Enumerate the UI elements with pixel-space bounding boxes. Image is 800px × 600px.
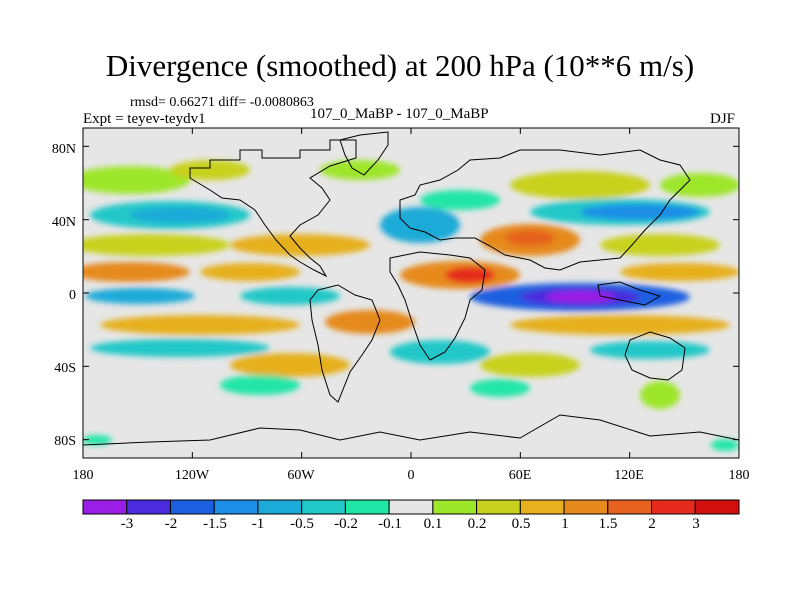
coastline-greenland — [339, 131, 389, 176]
field-blob — [325, 310, 415, 334]
x-tick-180e: 180 — [728, 468, 750, 483]
y-tick-40n: 40N — [51, 215, 76, 230]
coastlines — [83, 131, 739, 446]
comparison-label: 107_0_MaBP - 107_0_MaBP — [310, 106, 489, 122]
field-blob — [83, 166, 190, 194]
x-tick-180w: 180 — [72, 468, 94, 483]
coastline-eurasia — [399, 149, 691, 271]
y-tick-80s: 80S — [54, 434, 76, 449]
field-blob — [590, 341, 710, 359]
field-blob — [660, 173, 739, 197]
field-blob — [470, 379, 530, 397]
colorbar-swatch — [213, 499, 259, 515]
experiment-label: Expt = teyev-teydv1 — [83, 111, 206, 127]
coastline-australia — [624, 331, 686, 381]
colorbar-swatch — [82, 499, 128, 515]
field-blob — [230, 353, 350, 377]
colorbar-label: -0.2 — [334, 516, 358, 532]
colorbar-swatch — [651, 499, 696, 515]
divergence-field — [83, 160, 739, 451]
colorbar-label: 0.2 — [467, 516, 487, 532]
plot-title: Divergence (smoothed) at 200 hPa (10**6 … — [105, 48, 695, 83]
field-blob — [220, 375, 300, 395]
field-blob — [100, 315, 300, 335]
colorbar-label: -3 — [120, 516, 134, 532]
colorbar-swatch — [169, 499, 215, 515]
x-tick-0: 0 — [407, 468, 415, 483]
colorbar-swatch — [257, 499, 303, 515]
colorbar-label: 1 — [561, 516, 569, 532]
field-blob — [640, 381, 680, 409]
colorbar-swatch — [126, 499, 171, 515]
field-blob — [445, 267, 495, 283]
coastline-africa — [389, 251, 486, 361]
field-blob — [510, 171, 650, 199]
field-blob — [83, 234, 230, 256]
coastline-maritime-continent — [597, 281, 662, 306]
colorbar-label: -1 — [251, 516, 265, 532]
colorbar-label: -2 — [164, 516, 178, 532]
x-tick-60w: 60W — [287, 468, 315, 483]
colorbar-swatch — [563, 499, 609, 515]
colorbar-swatch — [388, 499, 434, 515]
colorbar-label: 3 — [692, 516, 700, 532]
field-blob — [545, 291, 615, 303]
field-blob — [505, 230, 555, 246]
colorbar-label: 1.5 — [598, 516, 618, 532]
colorbar-swatch — [432, 499, 478, 515]
y-tick-0: 0 — [69, 288, 76, 303]
y-tick-40s: 40S — [54, 361, 76, 376]
field-blob — [240, 287, 340, 305]
field-blob — [711, 439, 739, 451]
field-blob — [390, 340, 490, 364]
field-blob — [510, 315, 730, 335]
axis-ticks — [82, 128, 740, 458]
colorbar — [82, 499, 740, 515]
colorbar-label: 0.1 — [423, 516, 443, 532]
field-blob — [620, 263, 739, 281]
colorbar-swatch — [694, 499, 740, 515]
field-blob — [83, 262, 190, 282]
field-blob — [580, 204, 700, 220]
coastline-antarctica — [83, 414, 739, 446]
field-blob — [480, 353, 580, 377]
colorbar-swatch — [607, 499, 653, 515]
colorbar-label: -0.1 — [378, 516, 402, 532]
colorbar-swatch — [344, 499, 390, 515]
coastline-north-america — [189, 139, 357, 278]
x-tick-60e: 60E — [508, 468, 532, 483]
field-blob — [85, 288, 195, 304]
field-blob — [320, 160, 400, 180]
field-blob — [200, 263, 300, 281]
field-blob — [90, 339, 270, 357]
field-blob — [130, 207, 230, 223]
x-tick-120e: 120E — [614, 468, 644, 483]
coastline-south-america — [309, 284, 381, 403]
colorbar-label: -1.5 — [203, 516, 227, 532]
field-blob — [230, 234, 370, 256]
colorbar-swatch — [519, 499, 565, 515]
y-tick-80n: 80N — [51, 142, 76, 157]
x-tick-120w: 120W — [174, 468, 210, 483]
colorbar-swatch — [301, 499, 346, 515]
colorbar-label: -0.5 — [290, 516, 314, 532]
field-blob — [83, 435, 112, 445]
field-blob — [380, 207, 460, 243]
colorbar-label: 2 — [648, 516, 656, 532]
stats-line: rmsd= 0.66271 diff= -0.0080863 — [130, 95, 314, 110]
colorbar-label: 0.5 — [511, 516, 531, 532]
season-label: DJF — [710, 111, 736, 127]
field-blob — [420, 190, 500, 210]
colorbar-swatch — [476, 499, 521, 515]
field-blob — [600, 234, 720, 256]
